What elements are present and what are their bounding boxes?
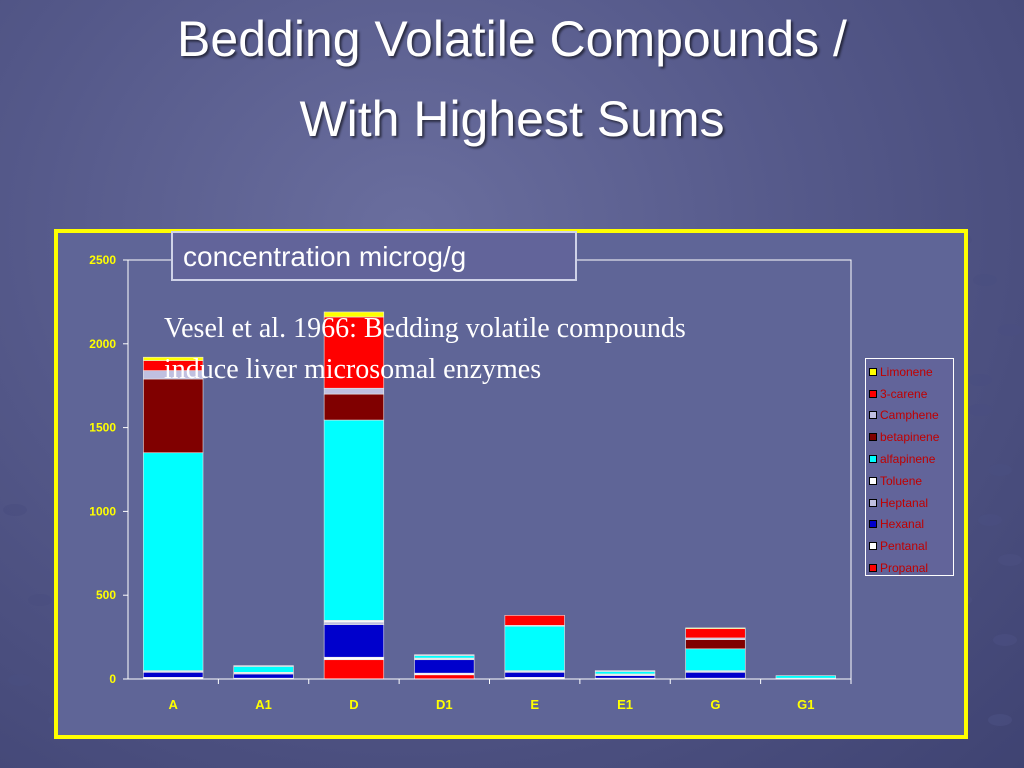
stacked-bar-chart: 0 500 1000 1500 2000 2500 A A1 D D1 E E1 G G1 <box>89 253 852 712</box>
annotation-line-2: induce liver microsomal enzymes <box>164 354 542 385</box>
chart-legend: Limonene 3-carene Camphene betapinene alfapi… <box>865 358 954 576</box>
legend-swatch <box>869 433 877 442</box>
legend-item: betapinene <box>869 426 953 448</box>
bar-segment-D1-Hexanal <box>414 659 475 674</box>
y-tick-label: 2000 <box>89 337 116 351</box>
bar-segment-A-betapinene <box>143 378 204 454</box>
legend-swatch <box>869 389 877 398</box>
bar-segment-D-Hexanal <box>323 624 385 658</box>
bar-segment-D1-alfapinene <box>414 655 475 659</box>
legend-swatch <box>869 542 877 551</box>
slide-title-line-2: With Highest Sums <box>299 91 725 147</box>
legend-item: Pentanal <box>869 535 953 557</box>
annotation-line-1: Vesel et al. 1966: Bedding volatile comp… <box>164 313 686 344</box>
legend-swatch <box>869 498 877 507</box>
annotation-text: Vesel et al. 1966: Bedding volatile comp… <box>164 308 864 390</box>
legend-label: Limonene <box>880 364 933 379</box>
legend-swatch <box>869 411 877 420</box>
legend-label: Toluene <box>880 473 923 488</box>
x-tick-label: D <box>349 697 358 712</box>
bar-segment-G-alfapinene <box>685 648 746 671</box>
legend-swatch <box>869 476 877 485</box>
bar-segment-E-Hexanal <box>504 671 565 678</box>
bar-segment-E1-Camphene <box>594 670 656 672</box>
x-tick-label: D1 <box>436 697 453 712</box>
legend-item: Heptanal <box>869 492 953 514</box>
bar-segment-D-Limonene <box>323 311 385 318</box>
legend-item: Hexanal <box>869 514 953 536</box>
bar-segment-A-alfapinene <box>143 452 204 671</box>
legend-label: betapinene <box>880 430 940 445</box>
legend-label: 3-carene <box>880 386 928 401</box>
legend-item: alfapinene <box>869 448 953 470</box>
legend-label: alfapinene <box>880 452 936 467</box>
legend-swatch <box>869 455 877 464</box>
bar-segment-D1-Camphene <box>414 654 475 656</box>
y-tick-label: 500 <box>96 588 116 602</box>
x-tick-label: A1 <box>255 697 272 712</box>
y-tick-label: 1500 <box>89 421 116 435</box>
bar-segment-D-3-carene <box>323 316 385 389</box>
bar-segment-E-alfapinene <box>504 625 565 671</box>
legend-item: Limonene <box>869 361 953 383</box>
bar-segment-A1-Camphene <box>233 665 294 667</box>
slide-title-line-1: Bedding Volatile Compounds / <box>177 11 847 67</box>
bar-segment-G-betapinene <box>685 639 746 650</box>
bar-segment-G1-alfapinene <box>775 675 836 679</box>
bar-segment-E1-Hexanal <box>594 675 656 679</box>
legend-label: Camphene <box>880 408 939 423</box>
y-tick-label: 0 <box>109 672 116 686</box>
legend-label: Hexanal <box>880 517 925 532</box>
bar-segment-E-3-carene <box>504 615 565 626</box>
bar-segment-D-Heptanal <box>323 621 385 625</box>
legend-item: Propanal <box>869 557 953 579</box>
x-tick-label: E1 <box>617 697 633 712</box>
x-tick-label: E <box>530 697 539 712</box>
legend-label: Propanal <box>880 561 929 576</box>
x-tick-label: A <box>168 697 178 712</box>
bar-segment-G-3-carene <box>685 628 746 639</box>
legend-label: Heptanal <box>880 495 929 510</box>
y-tick-label: 1000 <box>89 504 116 518</box>
bar-segment-A1-Hexanal <box>233 673 294 679</box>
bar-segment-E1-alfapinene <box>594 671 656 675</box>
bar-segment-D-betapinene <box>323 393 385 421</box>
x-tick-label: G1 <box>797 697 814 712</box>
bar-segment-A-Limonene <box>143 356 204 361</box>
legend-item: Camphene <box>869 405 953 427</box>
bar-segment-G-Limonene <box>685 627 746 630</box>
bar-segment-A1-alfapinene <box>233 666 294 673</box>
legend-swatch <box>869 564 877 573</box>
bar-segment-A-Hexanal <box>143 671 204 678</box>
legend-item: Toluene <box>869 470 953 492</box>
x-tick-label: G <box>710 697 720 712</box>
y-tick-label: 2500 <box>89 253 116 267</box>
legend-label: Pentanal <box>880 539 928 554</box>
bar-segment-D-Pentanal <box>323 656 385 661</box>
legend-swatch <box>869 520 877 529</box>
legend-item: 3-carene <box>869 383 953 405</box>
y-axis-label: concentration microg/g <box>171 231 577 281</box>
bar-segment-D1-Propanal <box>414 674 475 680</box>
legend-swatch <box>869 367 877 376</box>
bar-segment-D-alfapinene <box>323 419 385 621</box>
bar-segment-D-Propanal <box>323 659 385 680</box>
bar-segment-G-Hexanal <box>685 671 746 679</box>
